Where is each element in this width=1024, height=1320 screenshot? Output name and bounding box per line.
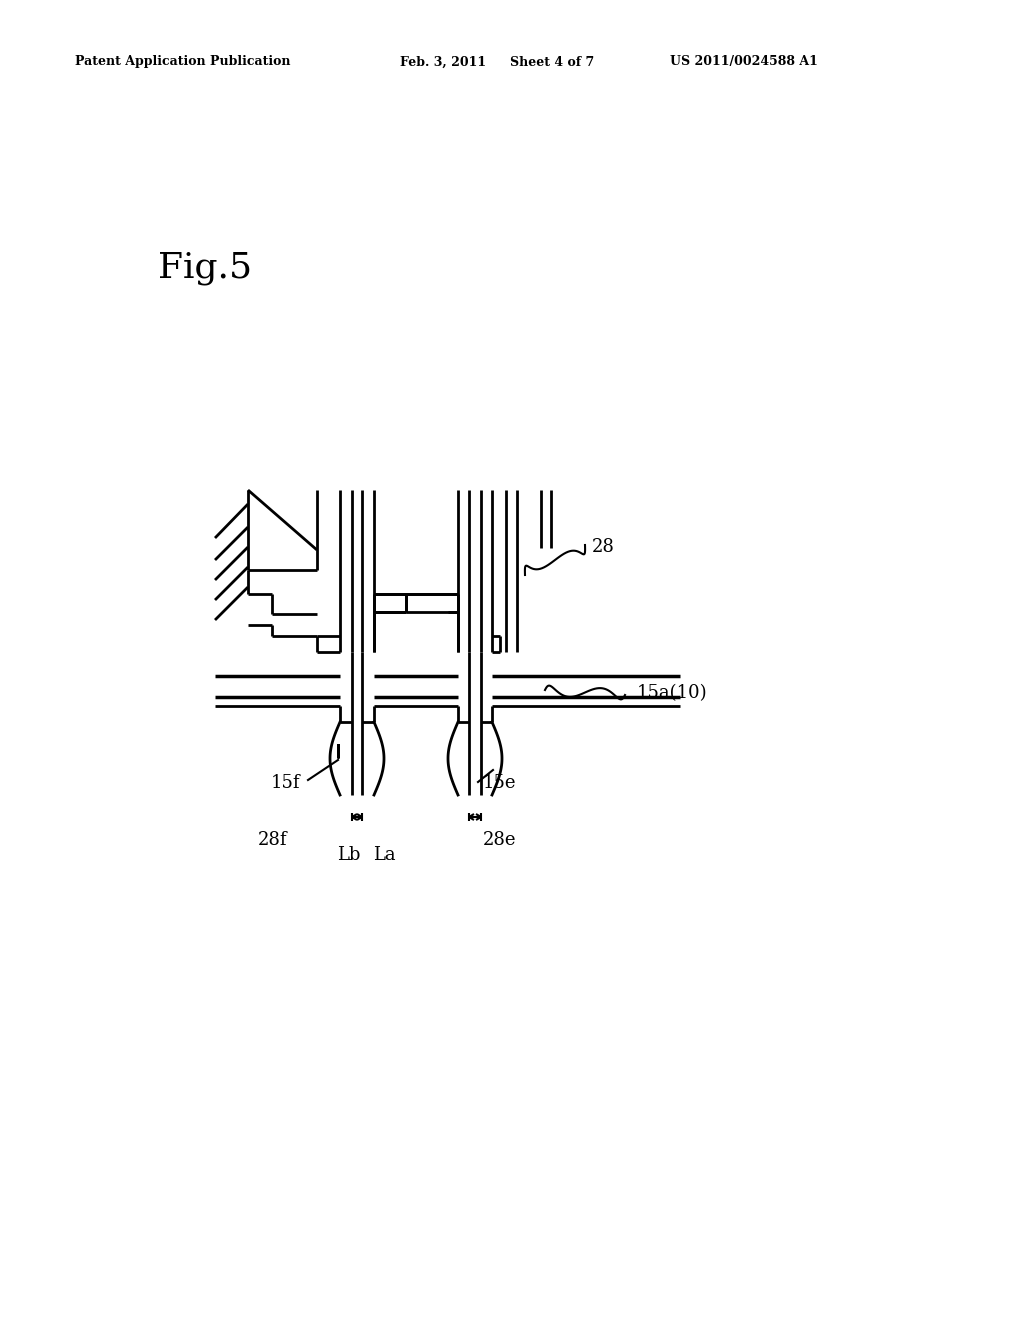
- Text: 28: 28: [592, 539, 614, 556]
- Text: 15f: 15f: [271, 774, 300, 792]
- Text: 28f: 28f: [258, 832, 288, 849]
- Text: Fig.5: Fig.5: [158, 251, 252, 285]
- Text: La: La: [373, 846, 395, 865]
- Text: 15a(10): 15a(10): [637, 684, 708, 702]
- Text: Patent Application Publication: Patent Application Publication: [75, 55, 291, 69]
- Text: Sheet 4 of 7: Sheet 4 of 7: [510, 55, 594, 69]
- Text: Feb. 3, 2011: Feb. 3, 2011: [400, 55, 486, 69]
- Text: 15e: 15e: [483, 774, 516, 792]
- Text: US 2011/0024588 A1: US 2011/0024588 A1: [670, 55, 818, 69]
- Text: 28e: 28e: [483, 832, 516, 849]
- Text: Lb: Lb: [337, 846, 360, 865]
